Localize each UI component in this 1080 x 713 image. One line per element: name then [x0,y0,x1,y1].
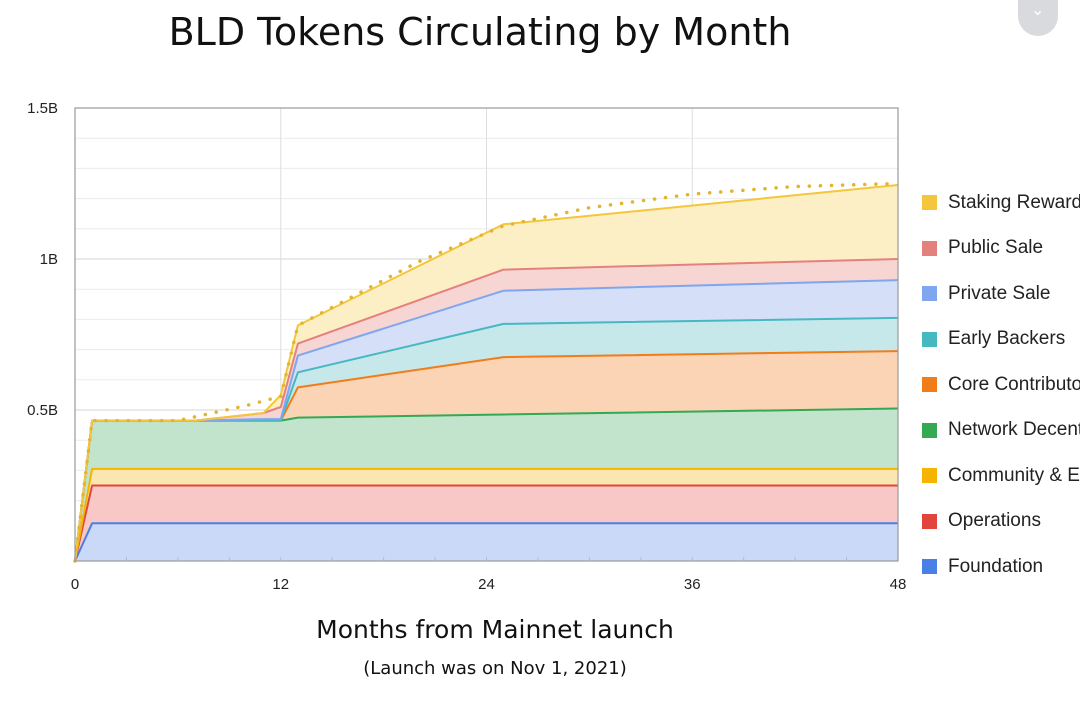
x-axis-note: (Launch was on Nov 1, 2021) [363,658,627,679]
y-tick-label: 0.5B [27,402,58,419]
area-community-ecosystem [75,468,898,561]
area-network-decentralization [75,408,898,561]
area-early-backers [75,317,898,561]
legend-label: Early Backers [948,328,1066,350]
legend-swatch [922,240,937,256]
legend-label: Staking Rewards [948,191,1080,213]
legend-item: Operations [922,499,1080,545]
line-operations [74,484,898,562]
line-staking-rewards [74,184,899,562]
legend-item: Early Backers [922,317,1080,363]
legend-swatch [922,377,937,393]
area-staking-rewards [75,185,898,561]
legend-item: Foundation [922,544,1080,590]
legend-swatch [922,513,937,529]
chevron-down-icon: ⌄ [1031,2,1045,19]
line-community-ecosystem [74,467,898,562]
legend-item: Public Sale [922,226,1080,272]
legend-swatch [922,559,937,575]
collapse-toggle-button[interactable]: ⌄ [1018,0,1058,36]
x-tick-label: 48 [890,576,907,593]
chart-legend: Staking Rewards Public Sale Private Sale Ea… [922,180,1080,590]
chart-title: BLD Tokens Circulating by Month [168,10,792,54]
legend-item: Community & Ecosystem [922,453,1080,499]
y-tick-label: 1.5B [27,100,58,117]
legend-swatch [922,195,937,211]
plot-frame [74,107,899,562]
legend-item: Staking Rewards [922,180,1080,226]
legend-label: Private Sale [948,282,1051,304]
x-tick-label: 36 [684,576,701,593]
legend-label: Community & Ecosystem [948,464,1080,486]
legend-label: Operations [948,510,1041,532]
y-tick-label: 1B [40,251,58,268]
legend-item: Private Sale [922,271,1080,317]
legend-swatch [922,422,937,438]
legend-label: Network Decentralization [948,419,1080,441]
legend-item: Network Decentralization [922,408,1080,454]
area-foundation [75,523,898,561]
x-tick-label: 0 [71,576,79,593]
series-lines [74,184,899,562]
legend-swatch [922,286,937,302]
line-foundation [74,522,898,562]
legend-item: Core Contributors [922,362,1080,408]
x-tick-label: 24 [478,576,495,593]
x-tick-label: 12 [272,576,289,593]
legend-label: Core Contributors [948,373,1080,395]
legend-label: Foundation [948,555,1044,577]
x-axis-title: Months from Mainnet launch [316,615,674,644]
legend-swatch [922,468,937,484]
area-core-contributors [75,351,898,561]
legend-label: Public Sale [948,237,1044,259]
tick-labels: 0 12 24 36 48 0.5B 1B 1.5B [27,100,906,593]
legend-swatch [922,331,937,347]
